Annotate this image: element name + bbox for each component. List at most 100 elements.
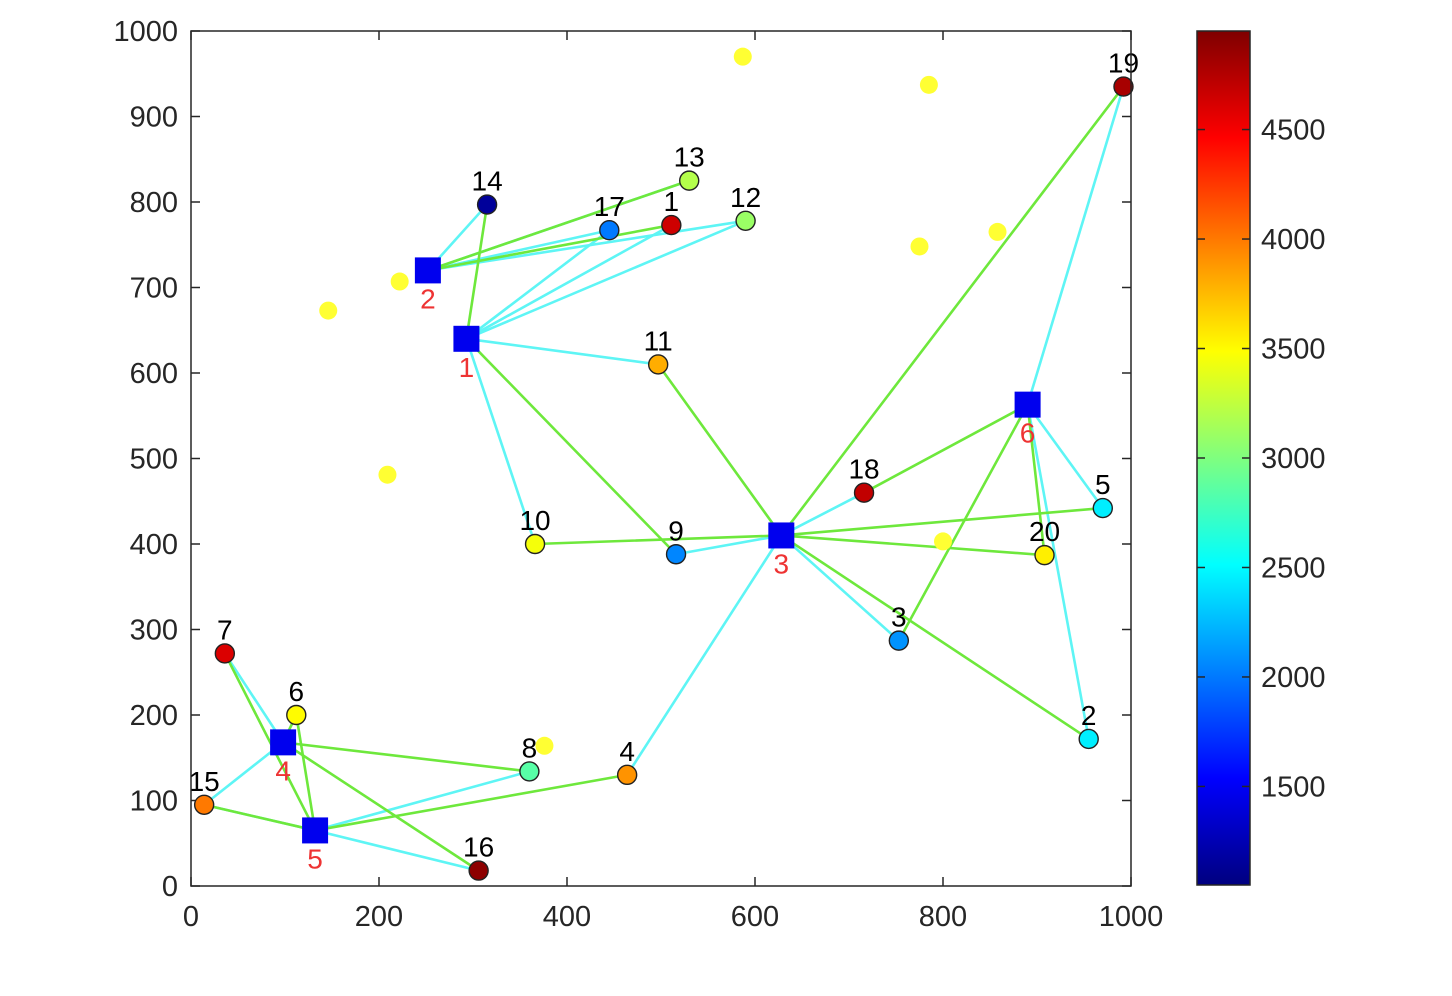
customer-label: 14 (472, 166, 503, 197)
customer-label: 3 (891, 602, 907, 633)
customer-label: 17 (594, 191, 625, 222)
customer-label: 8 (522, 732, 538, 763)
customer-point (193, 794, 215, 815)
route-segment-cyan (202, 741, 285, 807)
colorbar-tick-label: 2500 (1261, 552, 1326, 584)
depot-label: 3 (774, 548, 790, 579)
route-segment-green (313, 773, 629, 832)
candidate-point (733, 47, 752, 66)
y-tick-label: 0 (162, 871, 178, 903)
customer-point (468, 860, 489, 881)
route-segment-green (780, 534, 1090, 741)
customer-label: 16 (463, 832, 494, 863)
route-segment-cyan (426, 219, 747, 272)
route-segment-cyan (313, 770, 531, 832)
x-tick-label: 800 (919, 901, 967, 933)
customer-point (888, 630, 910, 651)
customer-point (735, 210, 756, 232)
depot-marker (453, 325, 480, 352)
colorbar-tick-label: 2000 (1261, 662, 1326, 694)
route-segment-cyan (465, 337, 537, 546)
colorbar-tick-label: 4000 (1261, 224, 1326, 256)
route-segment-cyan (1026, 403, 1090, 741)
route-segment-cyan (465, 219, 747, 341)
route-segment-cyan (465, 223, 673, 341)
depot-marker (1014, 391, 1041, 418)
depot-marker (414, 257, 441, 284)
candidate-point (390, 272, 409, 291)
customer-point (661, 214, 682, 236)
customer-point (476, 194, 498, 215)
route-segment-cyan (780, 491, 866, 537)
customer-point (286, 704, 307, 726)
customer-label: 6 (288, 676, 304, 707)
route-segment-cyan (674, 534, 783, 556)
depot-label: 5 (307, 843, 323, 874)
y-tick-label: 300 (130, 615, 178, 647)
route-segment-green (281, 741, 531, 773)
customer-label: 20 (1029, 516, 1060, 547)
route-segment-green (656, 363, 783, 537)
customer-label: 19 (1108, 48, 1139, 79)
customer-point (1034, 544, 1055, 566)
customer-label: 2 (1081, 700, 1097, 731)
route-segment-green (202, 803, 317, 832)
candidate-point (535, 736, 554, 755)
route-segment-cyan (1026, 85, 1125, 406)
customer-point (1092, 497, 1114, 519)
route-segment-green (780, 506, 1105, 537)
y-tick-label: 400 (130, 529, 178, 561)
route-segment-cyan (780, 534, 901, 642)
colorbar-tick-label: 3000 (1261, 443, 1326, 475)
customer-point (1078, 728, 1099, 750)
customer-label: 15 (189, 766, 220, 797)
route-segment-green (426, 179, 691, 272)
x-tick-label: 0 (183, 901, 199, 933)
customer-label: 10 (519, 505, 550, 536)
customer-label: 1 (664, 186, 680, 217)
customer-point (524, 533, 546, 555)
colorbar (1196, 30, 1251, 886)
candidate-points (319, 47, 1007, 755)
customer-label: 7 (217, 614, 233, 645)
customer-label: 11 (644, 325, 673, 356)
depot-marker (270, 729, 297, 756)
route-segment-green (281, 741, 480, 872)
depot-label: 6 (1020, 418, 1036, 449)
customer-point (679, 170, 700, 191)
y-tick-label: 100 (130, 786, 178, 818)
route-segment-green (780, 534, 1046, 557)
candidate-point (319, 301, 338, 320)
plot-frame (190, 30, 1132, 887)
colorbar-ticks: 1500 2000 2500 3000 3500 4000 4500 (1197, 115, 1326, 803)
route-segment-green (294, 713, 317, 832)
customer-label: 4 (619, 736, 635, 767)
y-tick-label: 900 (130, 102, 178, 134)
y-tick-label: 1000 (113, 16, 178, 48)
route-segment-green (426, 223, 673, 272)
y-tick-label: 600 (130, 358, 178, 390)
depot-label: 2 (420, 283, 436, 314)
candidate-point (919, 75, 938, 94)
route-segment-green (897, 403, 1029, 642)
route-segment-cyan (465, 337, 660, 366)
depot-label: 4 (275, 755, 291, 786)
y-tick-label: 200 (130, 700, 178, 732)
customer-point (665, 544, 687, 565)
route-segment-green (223, 652, 317, 832)
green-routes (202, 85, 1125, 872)
axes-ticks: 0 200 400 600 800 1000 0 100 200 300 400 500 600 700 8… (113, 16, 1163, 933)
x-tick-label: 200 (355, 901, 403, 933)
depot-marker (302, 817, 329, 844)
route-segment-cyan (223, 652, 285, 744)
colorbar-tick-label: 3500 (1261, 334, 1326, 366)
customer-point (519, 761, 540, 782)
depot-marker (768, 522, 795, 549)
depot-label: 1 (459, 352, 475, 383)
colorbar-tick-label: 4500 (1261, 115, 1326, 147)
candidate-point (378, 465, 397, 484)
route-segment-cyan (1026, 403, 1105, 510)
customer-label: 18 (848, 454, 879, 485)
route-segment-green (533, 534, 783, 546)
